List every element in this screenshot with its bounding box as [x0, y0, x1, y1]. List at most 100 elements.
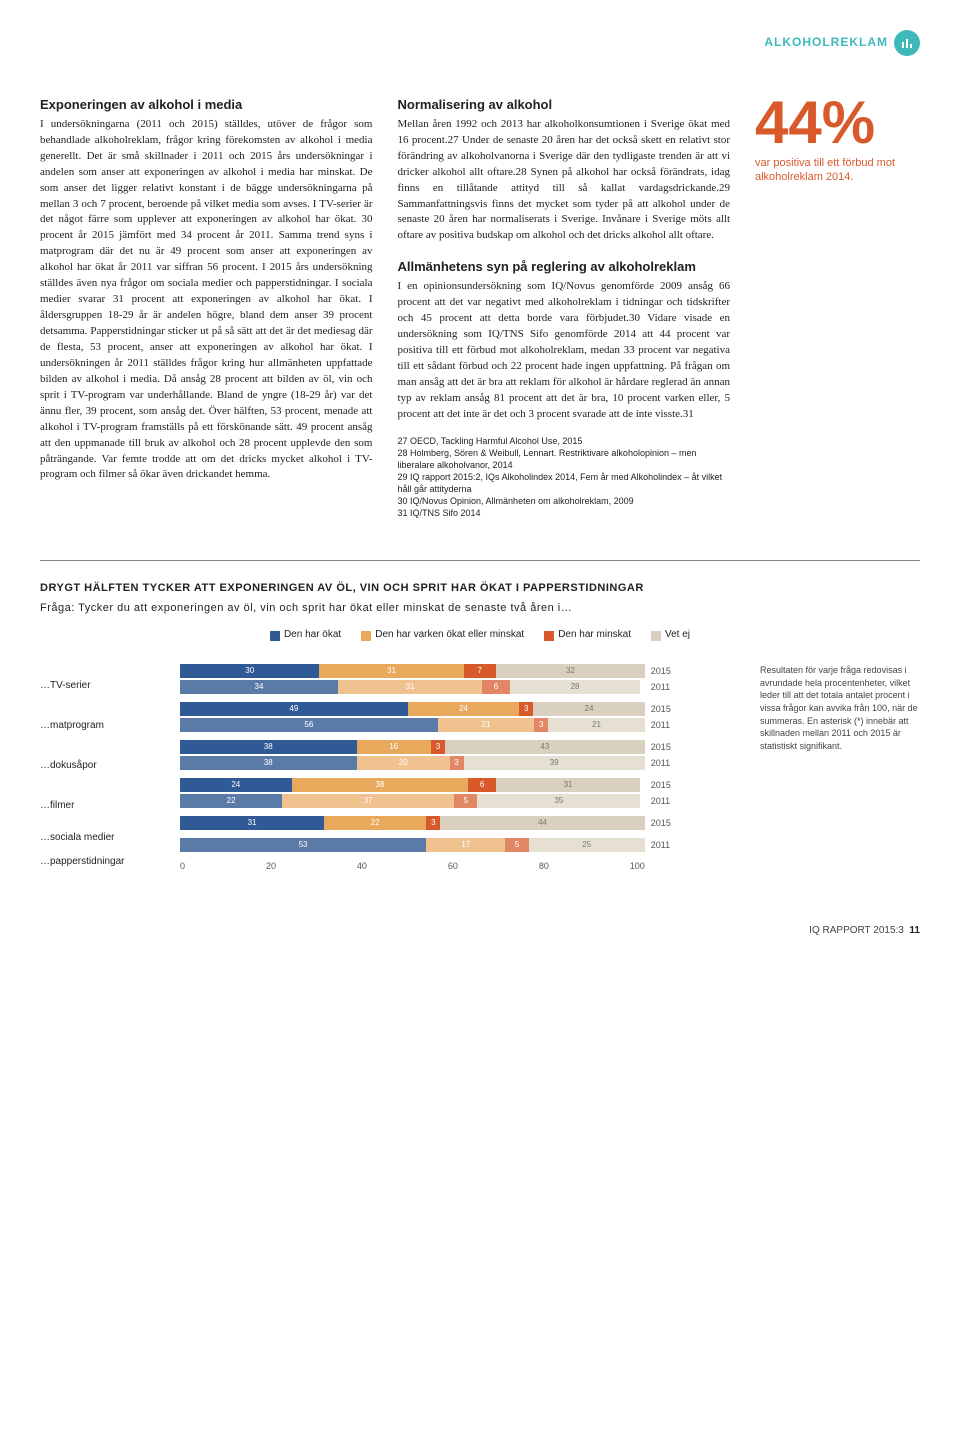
chart-row-label: …TV-serier [40, 666, 160, 706]
stat-column: 44% var positiva till ett förbud mot alk… [755, 96, 920, 520]
chart-row-pair: 4924324201556213212011 [180, 702, 740, 732]
bar-segment: 39 [464, 756, 645, 770]
bar-segment: 32 [496, 664, 645, 678]
x-tick: 0 [180, 860, 185, 873]
bar-segment: 16 [357, 740, 431, 754]
chart-title-block: DRYGT HÄLFTEN TYCKER ATT EXPONERINGEN AV… [40, 581, 920, 617]
col2-heading-1: Normalisering av alkohol [398, 96, 731, 115]
bar-segment: 24 [408, 702, 520, 716]
footnote: 29 IQ rapport 2015:2, IQs Alkoholindex 2… [398, 471, 731, 495]
page-footer: IQ RAPPORT 2015:3 11 [40, 924, 920, 939]
bar-segment: 22 [324, 816, 426, 830]
chart-category-labels: …TV-serier…matprogram…dokusåpor…filmer…s… [40, 664, 160, 874]
legend-swatch [651, 631, 661, 641]
bar-area: 2438631 [180, 778, 645, 792]
bar-row: 38163432015 [180, 740, 740, 754]
bar-segment: 31 [338, 680, 482, 694]
legend-swatch [544, 631, 554, 641]
chart-row-label: …sociala medier [40, 826, 160, 850]
bar-segment: 6 [482, 680, 510, 694]
chart-row-label: …filmer [40, 786, 160, 826]
bar-segment: 31 [319, 664, 463, 678]
bar-row: 56213212011 [180, 718, 740, 732]
bar-area: 5317525 [180, 838, 645, 852]
bar-segment: 53 [180, 838, 426, 852]
bar-row: 3031732 2015 [180, 664, 740, 678]
legend-label: Den har minskat [558, 628, 631, 643]
main-columns: Exponeringen av alkohol i media I unders… [40, 96, 920, 520]
x-tick: 80 [539, 860, 549, 873]
bar-year-label: 2011 [651, 681, 670, 694]
chart-title-upper: DRYGT HÄLFTEN TYCKER ATT EXPONERINGEN AV… [40, 581, 920, 597]
page-header: ALKOHOLREKLAM [40, 30, 920, 56]
bar-row: 22375352011 [180, 794, 740, 808]
bar-segment: 6 [468, 778, 496, 792]
bar-area: 3820339 [180, 756, 645, 770]
col1-heading: Exponeringen av alkohol i media [40, 96, 373, 115]
bar-area: 3031732 [180, 664, 645, 678]
legend-label: Vet ej [665, 628, 690, 643]
chart-row-pair: 38163432015 38203392011 [180, 740, 740, 770]
col-1: Exponeringen av alkohol i media I unders… [40, 96, 373, 520]
bar-segment: 49 [180, 702, 408, 716]
bar-segment: 31 [180, 816, 324, 830]
x-tick: 40 [357, 860, 367, 873]
section-divider [40, 560, 920, 561]
chart-row-pair: 3031732 2015 3431628 2011 [180, 664, 740, 694]
col2-body-1: Mellan åren 1992 och 2013 har alkoholkon… [398, 117, 731, 245]
header-tag: ALKOHOLREKLAM [764, 34, 888, 51]
bar-segment: 22 [180, 794, 282, 808]
chart-bars: 3031732201534316282011492432420155621321… [180, 664, 740, 874]
legend-item: Den har varken ökat eller minskat [361, 628, 524, 643]
bar-area: 3431628 [180, 680, 645, 694]
chart-note: Resultaten för varje fråga redovisas i a… [760, 664, 920, 874]
bar-segment: 17 [426, 838, 505, 852]
footnote: 28 Holmberg, Sören & Weibull, Lennart. R… [398, 447, 731, 471]
bar-area: 3816343 [180, 740, 645, 754]
x-tick: 20 [266, 860, 276, 873]
bar-segment: 43 [445, 740, 645, 754]
bar-segment: 25 [529, 838, 645, 852]
footer-report: IQ RAPPORT 2015:3 [809, 925, 904, 936]
col2-heading-2: Allmänhetens syn på reglering av alkohol… [398, 258, 731, 277]
bar-segment: 21 [548, 718, 645, 732]
x-tick: 100 [630, 860, 645, 873]
bar-year-label: 2015 [651, 779, 671, 792]
bar-segment: 38 [292, 778, 469, 792]
legend-item: Den har minskat [544, 628, 631, 643]
bar-segment: 30 [180, 664, 319, 678]
col1-body: I undersökningarna (2011 och 2015) ställ… [40, 117, 373, 484]
chart-row-pair: 5317525 2011 [180, 838, 740, 852]
legend-swatch [361, 631, 371, 641]
stat-caption: var positiva till ett förbud mot alkohol… [755, 156, 920, 185]
legend-item: Vet ej [651, 628, 690, 643]
bar-segment: 3 [431, 740, 445, 754]
bar-row: 49243242015 [180, 702, 740, 716]
footnotes: 27 OECD, Tackling Harmful Alcohol Use, 2… [398, 435, 731, 520]
bar-year-label: 2011 [651, 839, 670, 852]
footnote: 27 OECD, Tackling Harmful Alcohol Use, 2… [398, 435, 731, 447]
bar-year-label: 2015 [651, 665, 671, 678]
bar-segment: 37 [282, 794, 454, 808]
col-2: Normalisering av alkohol Mellan åren 199… [398, 96, 731, 520]
bar-segment: 38 [180, 740, 357, 754]
footer-page: 11 [909, 925, 920, 936]
chart-legend: Den har ökatDen har varken ökat eller mi… [40, 628, 920, 646]
bar-segment: 5 [505, 838, 528, 852]
bar-segment: 5 [454, 794, 477, 808]
bar-area: 2237535 [180, 794, 645, 808]
col2-body-2: I en opinionsundersökning som IQ/Novus g… [398, 279, 731, 422]
footnote: 30 IQ/Novus Opinion, Allmänheten om alko… [398, 495, 731, 507]
legend-label: Den har varken ökat eller minskat [375, 628, 524, 643]
bar-area: 3122344 [180, 816, 645, 830]
bar-segment: 34 [180, 680, 338, 694]
bar-row: 38203392011 [180, 756, 740, 770]
bar-segment: 21 [438, 718, 535, 732]
chart-x-axis: 0 20 40 60 80 100 [180, 860, 645, 873]
bar-year-label: 2015 [651, 703, 671, 716]
bar-segment: 35 [477, 794, 640, 808]
chart-row-label: …dokusåpor [40, 746, 160, 786]
bar-segment: 56 [180, 718, 438, 732]
x-tick: 60 [448, 860, 458, 873]
chart-row-label: …papperstidningar [40, 850, 160, 874]
